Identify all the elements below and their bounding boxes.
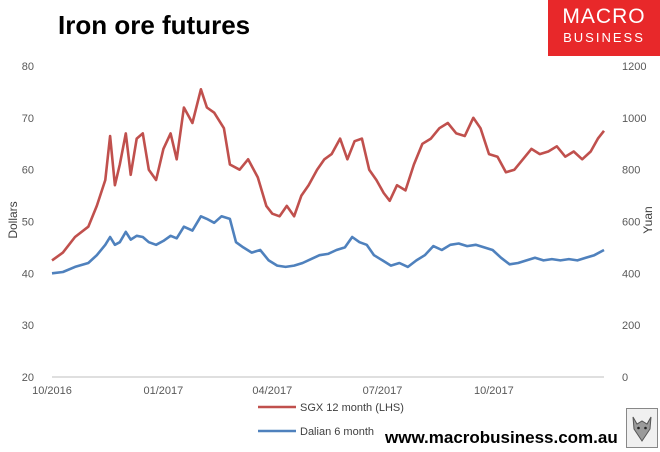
- wolf-icon: [626, 408, 658, 448]
- y-axis-right-ticks: 1200 1000 800 600 400 200 0: [622, 61, 646, 384]
- legend-label: SGX 12 month (LHS): [300, 402, 404, 414]
- x-tick-label: 10/2016: [32, 385, 72, 397]
- y-axis-right-title: Yuan: [641, 206, 655, 233]
- y-tick-left-label: 40: [22, 268, 34, 280]
- y-tick-right-label: 1000: [622, 113, 646, 125]
- series-line: [51, 88, 606, 262]
- logo-line2: BUSINESS: [563, 30, 645, 45]
- y-tick-left-label: 20: [22, 372, 34, 384]
- y-tick-right-label: 200: [622, 320, 640, 332]
- y-tick-left-label: 70: [22, 113, 34, 125]
- website-url[interactable]: www.macrobusiness.com.au: [385, 428, 618, 447]
- page-title: Iron ore futures: [58, 10, 251, 40]
- x-tick-label: 07/2017: [363, 385, 403, 397]
- y-axis-left-ticks: 80 70 60 50 40 30 20: [22, 61, 34, 384]
- x-tick-label: 10/2017: [474, 385, 514, 397]
- y-tick-left-label: 50: [22, 217, 34, 229]
- x-tick-label: 04/2017: [252, 385, 292, 397]
- series-line: [51, 215, 605, 275]
- y-tick-right-label: 400: [622, 268, 640, 280]
- y-tick-left-label: 60: [22, 165, 34, 177]
- legend-label: Dalian 6 month: [300, 426, 374, 438]
- series-lines: [51, 88, 606, 275]
- y-axis-left-title: Dollars: [6, 201, 20, 238]
- legend: SGX 12 month (LHS) Dalian 6 month: [258, 402, 404, 438]
- macro-business-logo[interactable]: MACRO BUSINESS: [548, 0, 660, 56]
- y-tick-right-label: 1200: [622, 61, 646, 73]
- y-tick-right-label: 0: [622, 372, 628, 384]
- logo-line1: MACRO: [562, 5, 646, 28]
- x-tick-label: 01/2017: [143, 385, 183, 397]
- y-tick-left-label: 30: [22, 320, 34, 332]
- y-tick-left-label: 80: [22, 61, 34, 73]
- y-tick-right-label: 800: [622, 165, 640, 177]
- y-tick-right-label: 600: [622, 217, 640, 229]
- x-axis-ticks: 10/2016 01/2017 04/2017 07/2017 10/2017: [32, 385, 514, 397]
